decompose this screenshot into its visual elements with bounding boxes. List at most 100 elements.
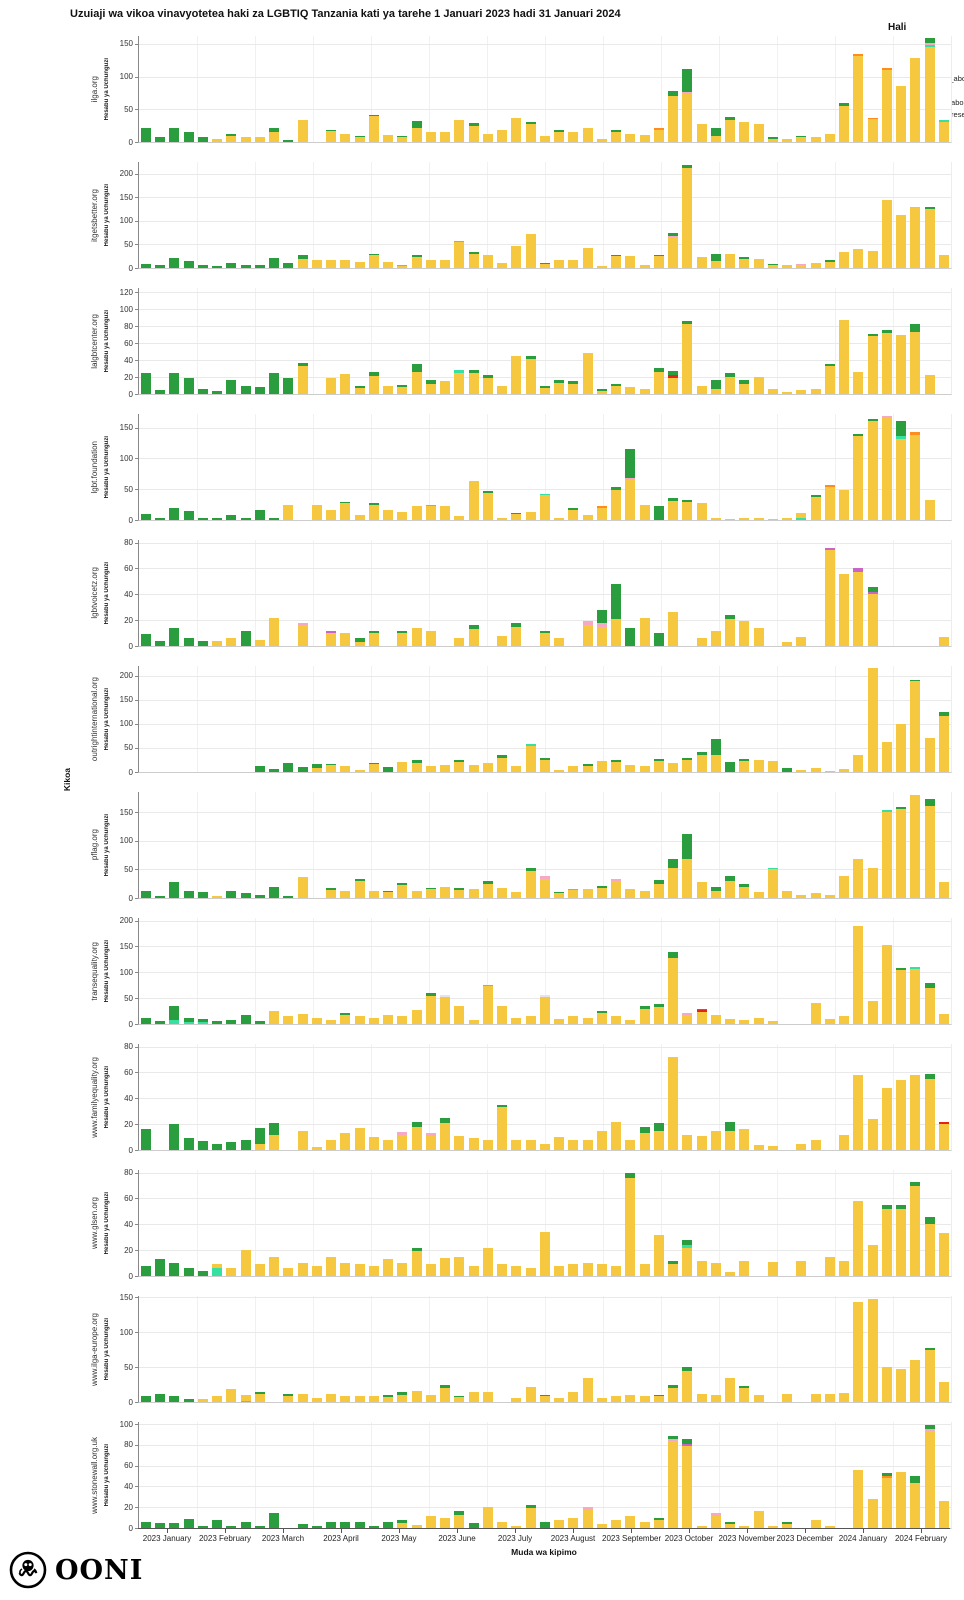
bar-segment-tls.timeout[interactable]: [397, 885, 408, 898]
bar-segment-tls.timeout[interactable]: [425, 131, 436, 142]
bar-segment-tls.timeout[interactable]: [283, 1395, 294, 1402]
bar-segment-ok[interactable]: [539, 1395, 550, 1397]
bar-segment-tls.timeout[interactable]: [383, 892, 394, 898]
bar-segment-ok[interactable]: [269, 518, 280, 520]
bar-segment-tls.timeout[interactable]: [254, 639, 265, 646]
bar-segment-tls.timeout[interactable]: [739, 886, 750, 898]
bar-segment-tls.timeout[interactable]: [824, 770, 835, 772]
bar-segment-ok[interactable]: [725, 117, 736, 121]
bar-segment-ok[interactable]: [668, 371, 679, 375]
bar-segment-tls.timeout[interactable]: [539, 1396, 550, 1402]
bar-segment-tls.timeout[interactable]: [525, 123, 536, 142]
bar-segment-ok[interactable]: [254, 265, 265, 268]
bar-segment-tls.timeout[interactable]: [853, 249, 864, 268]
bar-segment-ok[interactable]: [611, 583, 622, 619]
bar-segment-tls.timeout[interactable]: [582, 128, 593, 142]
bar-segment-tls.timeout[interactable]: [938, 1013, 949, 1024]
bar-segment-tls.eof_error[interactable]: [796, 263, 807, 265]
bar-segment-ok[interactable]: [197, 137, 208, 142]
bar-segment-ok[interactable]: [440, 1384, 451, 1389]
bar-segment-ok[interactable]: [639, 1005, 650, 1009]
bar-segment-tls.timeout[interactable]: [924, 738, 935, 772]
bar-segment-tls.timeout[interactable]: [924, 47, 935, 142]
bar-segment-tls.timeout[interactable]: [525, 233, 536, 268]
bar-segment-tls.timeout[interactable]: [725, 1523, 736, 1528]
bar-segment-tls.timeout[interactable]: [240, 1250, 251, 1276]
bar-segment-tls.timeout[interactable]: [354, 642, 365, 646]
bar-segment-tls.timeout[interactable]: [425, 995, 436, 1024]
bar-segment-tls.connection_reset[interactable]: [454, 241, 465, 243]
bar-segment-tls.timeout[interactable]: [938, 1382, 949, 1402]
bar-segment-tls.timeout[interactable]: [283, 1016, 294, 1024]
bar-segment-ok[interactable]: [354, 136, 365, 138]
bar-segment-tls.timeout[interactable]: [368, 633, 379, 646]
bar-segment-tls.timeout[interactable]: [525, 1139, 536, 1150]
bar-segment-tls.timeout[interactable]: [497, 757, 508, 772]
bar-segment-ok[interactable]: [511, 622, 522, 627]
bar-segment-tls.timeout[interactable]: [554, 1519, 565, 1528]
bar-segment-tls.connection_reset[interactable]: [482, 984, 493, 987]
bar-segment-tls.timeout[interactable]: [368, 255, 379, 268]
bar-segment-ok[interactable]: [197, 388, 208, 394]
bar-segment-tls.timeout[interactable]: [568, 1139, 579, 1150]
bar-segment-tls.timeout[interactable]: [539, 136, 550, 142]
bar-segment-ok[interactable]: [240, 518, 251, 520]
bar-segment-ok[interactable]: [183, 1017, 194, 1022]
bar-segment-ok[interactable]: [881, 330, 892, 333]
bar-segment-tls.timeout[interactable]: [596, 626, 607, 646]
bar-segment-tls.timeout[interactable]: [482, 377, 493, 394]
bar-segment-tls.timeout[interactable]: [311, 1397, 322, 1402]
bar-segment-tls.timeout[interactable]: [881, 1367, 892, 1402]
bar-segment-ok[interactable]: [682, 1239, 693, 1245]
bar-segment-tls.timeout[interactable]: [867, 594, 878, 646]
bar-segment-tls.timeout[interactable]: [368, 1396, 379, 1402]
bar-segment-tls.timeout[interactable]: [511, 117, 522, 142]
bar-segment-tls.timeout[interactable]: [881, 812, 892, 898]
bar-segment-tls.timeout[interactable]: [354, 388, 365, 394]
bar-segment-tls.timeout[interactable]: [411, 1524, 422, 1528]
bar-segment-tcp.timeout[interactable]: [881, 1476, 892, 1479]
bar-segment-tls.timeout[interactable]: [910, 57, 921, 142]
bar-segment-tls.timeout[interactable]: [867, 251, 878, 268]
bar-segment-tls.timeout[interactable]: [839, 1392, 850, 1402]
bar-segment-tls.bad_cert[interactable]: [853, 568, 864, 573]
bar-segment-tls.timeout[interactable]: [354, 880, 365, 898]
bar-segment-ok[interactable]: [155, 895, 166, 898]
bar-segment-tls.bad_cert[interactable]: [867, 591, 878, 595]
bar-segment-ok[interactable]: [596, 609, 607, 623]
bar-segment-tls.timeout[interactable]: [269, 1134, 280, 1150]
bar-segment-tls.timeout[interactable]: [725, 377, 736, 394]
bar-segment-tls.timeout[interactable]: [725, 1272, 736, 1276]
bar-segment-tls.timeout[interactable]: [383, 386, 394, 394]
bar-segment-tls.timeout[interactable]: [839, 768, 850, 772]
bar-segment-tls.timeout[interactable]: [368, 116, 379, 142]
bar-segment-tls.timeout[interactable]: [938, 122, 949, 142]
bar-segment-tcp.timeout[interactable]: [881, 68, 892, 71]
bar-segment-tls.timeout[interactable]: [767, 138, 778, 142]
bar-segment-tls.timeout[interactable]: [625, 1139, 636, 1150]
bar-segment-tls.timeout[interactable]: [425, 505, 436, 520]
bar-segment-tls.timeout[interactable]: [425, 383, 436, 394]
bar-segment-tls.timeout[interactable]: [240, 137, 251, 142]
bar-segment-tcp.timeout[interactable]: [653, 128, 664, 131]
bar-segment-tls.timeout[interactable]: [938, 716, 949, 772]
bar-segment-tls.connection_reset[interactable]: [454, 370, 465, 373]
bar-segment-tls.timeout[interactable]: [596, 1264, 607, 1276]
bar-segment-ok[interactable]: [696, 1008, 707, 1011]
bar-segment-tls.timeout[interactable]: [839, 320, 850, 394]
bar-segment-tls.timeout[interactable]: [782, 1393, 793, 1402]
bar-segment-ok[interactable]: [411, 364, 422, 372]
bar-segment-tls.timeout[interactable]: [881, 332, 892, 394]
bar-segment-ok[interactable]: [226, 891, 237, 898]
bar-segment-tls.timeout[interactable]: [212, 1396, 223, 1402]
bar-segment-ok[interactable]: [183, 260, 194, 268]
bar-segment-tls.timeout[interactable]: [896, 215, 907, 268]
bar-segment-ok[interactable]: [668, 90, 679, 97]
bar-segment-tls.timeout[interactable]: [696, 256, 707, 268]
bar-segment-tls.timeout[interactable]: [440, 131, 451, 142]
bar-segment-tls.connection_reset[interactable]: [169, 1019, 180, 1024]
bar-segment-tls.connection_reset[interactable]: [212, 1268, 223, 1276]
bar-segment-tls.timeout[interactable]: [340, 373, 351, 394]
bar-segment-tls.timeout[interactable]: [283, 504, 294, 520]
bar-segment-ok[interactable]: [497, 1104, 508, 1108]
